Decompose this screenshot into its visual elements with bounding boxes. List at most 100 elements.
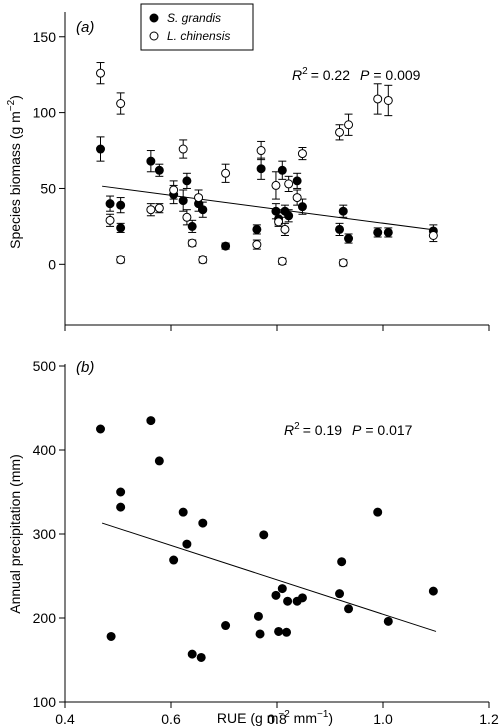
panel-b-filled-point (428, 586, 438, 596)
panel-b-x-tick-label: 0.8 (267, 711, 287, 727)
panel-a-open-point (292, 193, 302, 203)
panel-b-filled-point (116, 502, 126, 512)
panel-a-filled-point (373, 227, 383, 237)
panel-a-filled-point (256, 164, 266, 174)
r2-value: = 0.22 (311, 67, 351, 83)
r-symbol: R (284, 422, 294, 438)
panel-b-filled-point (259, 530, 269, 540)
panel-b-filled-point (271, 590, 281, 600)
legend-label-l-chinensis: L. chinensis (167, 29, 230, 43)
panel-a-ylabel: Species biomass (g m−2) (6, 95, 23, 249)
panel-b-filled-point (106, 631, 116, 641)
panel-a-filled-point (277, 165, 287, 175)
panel-b-stats: R2 = 0.19 P = 0.017 (284, 421, 413, 438)
panel-b-filled-point (297, 593, 307, 603)
r-superscript: 2 (302, 66, 308, 77)
r-superscript: 2 (294, 421, 300, 432)
panel-a-open-point (373, 94, 383, 104)
panel-a-stats: R2 = 0.22 P = 0.009 (292, 66, 421, 83)
ylabel-end: ) (7, 95, 23, 100)
panel-a-open-point (178, 144, 188, 154)
xlabel-superscript-1: −2 (278, 709, 290, 720)
panel-a-filled-point (187, 221, 197, 231)
panel-b-filled-point (221, 621, 231, 631)
panel-b-filled-point (274, 626, 284, 636)
panel-b-filled-point (335, 589, 345, 599)
panel-a-open-point (169, 185, 179, 195)
panel-a-open-point (182, 212, 192, 222)
panel-a-filled-point (96, 144, 106, 154)
panel-a-open-point (284, 179, 294, 189)
panel-a-filled-point (221, 241, 231, 251)
r2-value: = 0.19 (303, 422, 343, 438)
panel-a-filled-point (116, 200, 126, 210)
panel-b-filled-point (283, 596, 293, 606)
xlabel-mid: mm (290, 710, 317, 726)
panel-a-open-point (335, 127, 345, 137)
panel-a-open-point (96, 68, 106, 78)
r-symbol: R (292, 67, 302, 83)
ylabel-superscript: −2 (6, 99, 17, 111)
panel-b-plot: 100 200 300 400 500 0.4 0.6 0.8 1.0 1.2 (33, 358, 499, 727)
panel-b-x-tick-label: 0.4 (55, 711, 75, 727)
panel-b-filled-point (255, 629, 265, 639)
panel-b-y-tick-label: 100 (33, 694, 57, 710)
panel-b-y-tick-label: 300 (33, 526, 57, 542)
panel-a-open-point (146, 205, 156, 215)
panel-a-plot: 0 50 100 150 (33, 12, 490, 331)
panel-a-label: (a) (76, 19, 94, 36)
panel-a-filled-point (292, 176, 302, 186)
panel-a-open-point (116, 99, 126, 109)
panel-a-open-point (274, 217, 284, 227)
panel-a-open-point (271, 180, 281, 190)
panel-a-open-point (344, 120, 354, 130)
panel-a-open-point (297, 149, 307, 159)
panel-a-open-point (280, 224, 290, 234)
panel-b-filled-point (344, 604, 354, 614)
panel-b-filled-point (154, 456, 164, 466)
panel-a-y-tick-label: 100 (33, 105, 57, 121)
ylabel-text: Species biomass (g m (7, 111, 23, 249)
panel-a-open-point (194, 193, 204, 203)
panel-b-filled-point (373, 507, 383, 517)
panel-a-open-point (383, 95, 393, 105)
panel-a-open-point (338, 258, 348, 268)
panel-a-trend-line (102, 185, 437, 231)
panel-a-open-point (256, 146, 266, 156)
panel-b-xlabel: RUE (g m−2 mm−1) (217, 709, 333, 726)
panel-a-filled-point (284, 211, 294, 221)
panel-b-filled-point (277, 584, 287, 594)
panel-b-filled-point (116, 487, 126, 497)
panel-a-open-point (198, 255, 208, 265)
panel-a-open-point (116, 255, 126, 265)
legend-filled-marker (149, 13, 159, 23)
panel-a-filled-point (335, 224, 345, 234)
panel-b-filled-point (282, 627, 292, 637)
panel-a-open-point (252, 240, 262, 250)
xlabel-end: ) (328, 710, 333, 726)
panel-a-filled-point (297, 202, 307, 212)
legend-box (140, 3, 254, 51)
panel-b-ylabel: Annual precipitation (mm) (7, 454, 23, 614)
legend-label-s-grandis: S. grandis (167, 11, 221, 25)
panel-b-filled-point (253, 611, 263, 621)
panel-a-open-point (277, 256, 287, 266)
panel-b-filled-point (96, 424, 106, 434)
panel-b-trend-line (101, 522, 437, 632)
panel-a-filled-point (344, 234, 354, 244)
panel-a-open-point (221, 168, 231, 178)
xlabel-superscript-2: −1 (317, 709, 329, 720)
panel-a-y-tick-label: 150 (33, 29, 57, 45)
panel-b-x-tick-label: 0.6 (161, 711, 181, 727)
panel-b-filled-point (337, 557, 347, 567)
panel-a-filled-point (252, 224, 262, 234)
panel-b: (b) R2 = 0.19 P = 0.017 Annual precipitatio… (7, 358, 499, 727)
panel-a: (a) S. grandis L. chinensis R2 = 0.22 P = 0… (6, 3, 490, 331)
panel-a-open-point (187, 238, 197, 248)
panel-a-open-point (154, 203, 164, 213)
panel-a-y-tick-label: 0 (48, 256, 56, 272)
p-value: = 0.017 (365, 422, 412, 438)
panel-a-filled-point (178, 196, 188, 206)
panel-b-y-tick-label: 500 (33, 358, 57, 374)
